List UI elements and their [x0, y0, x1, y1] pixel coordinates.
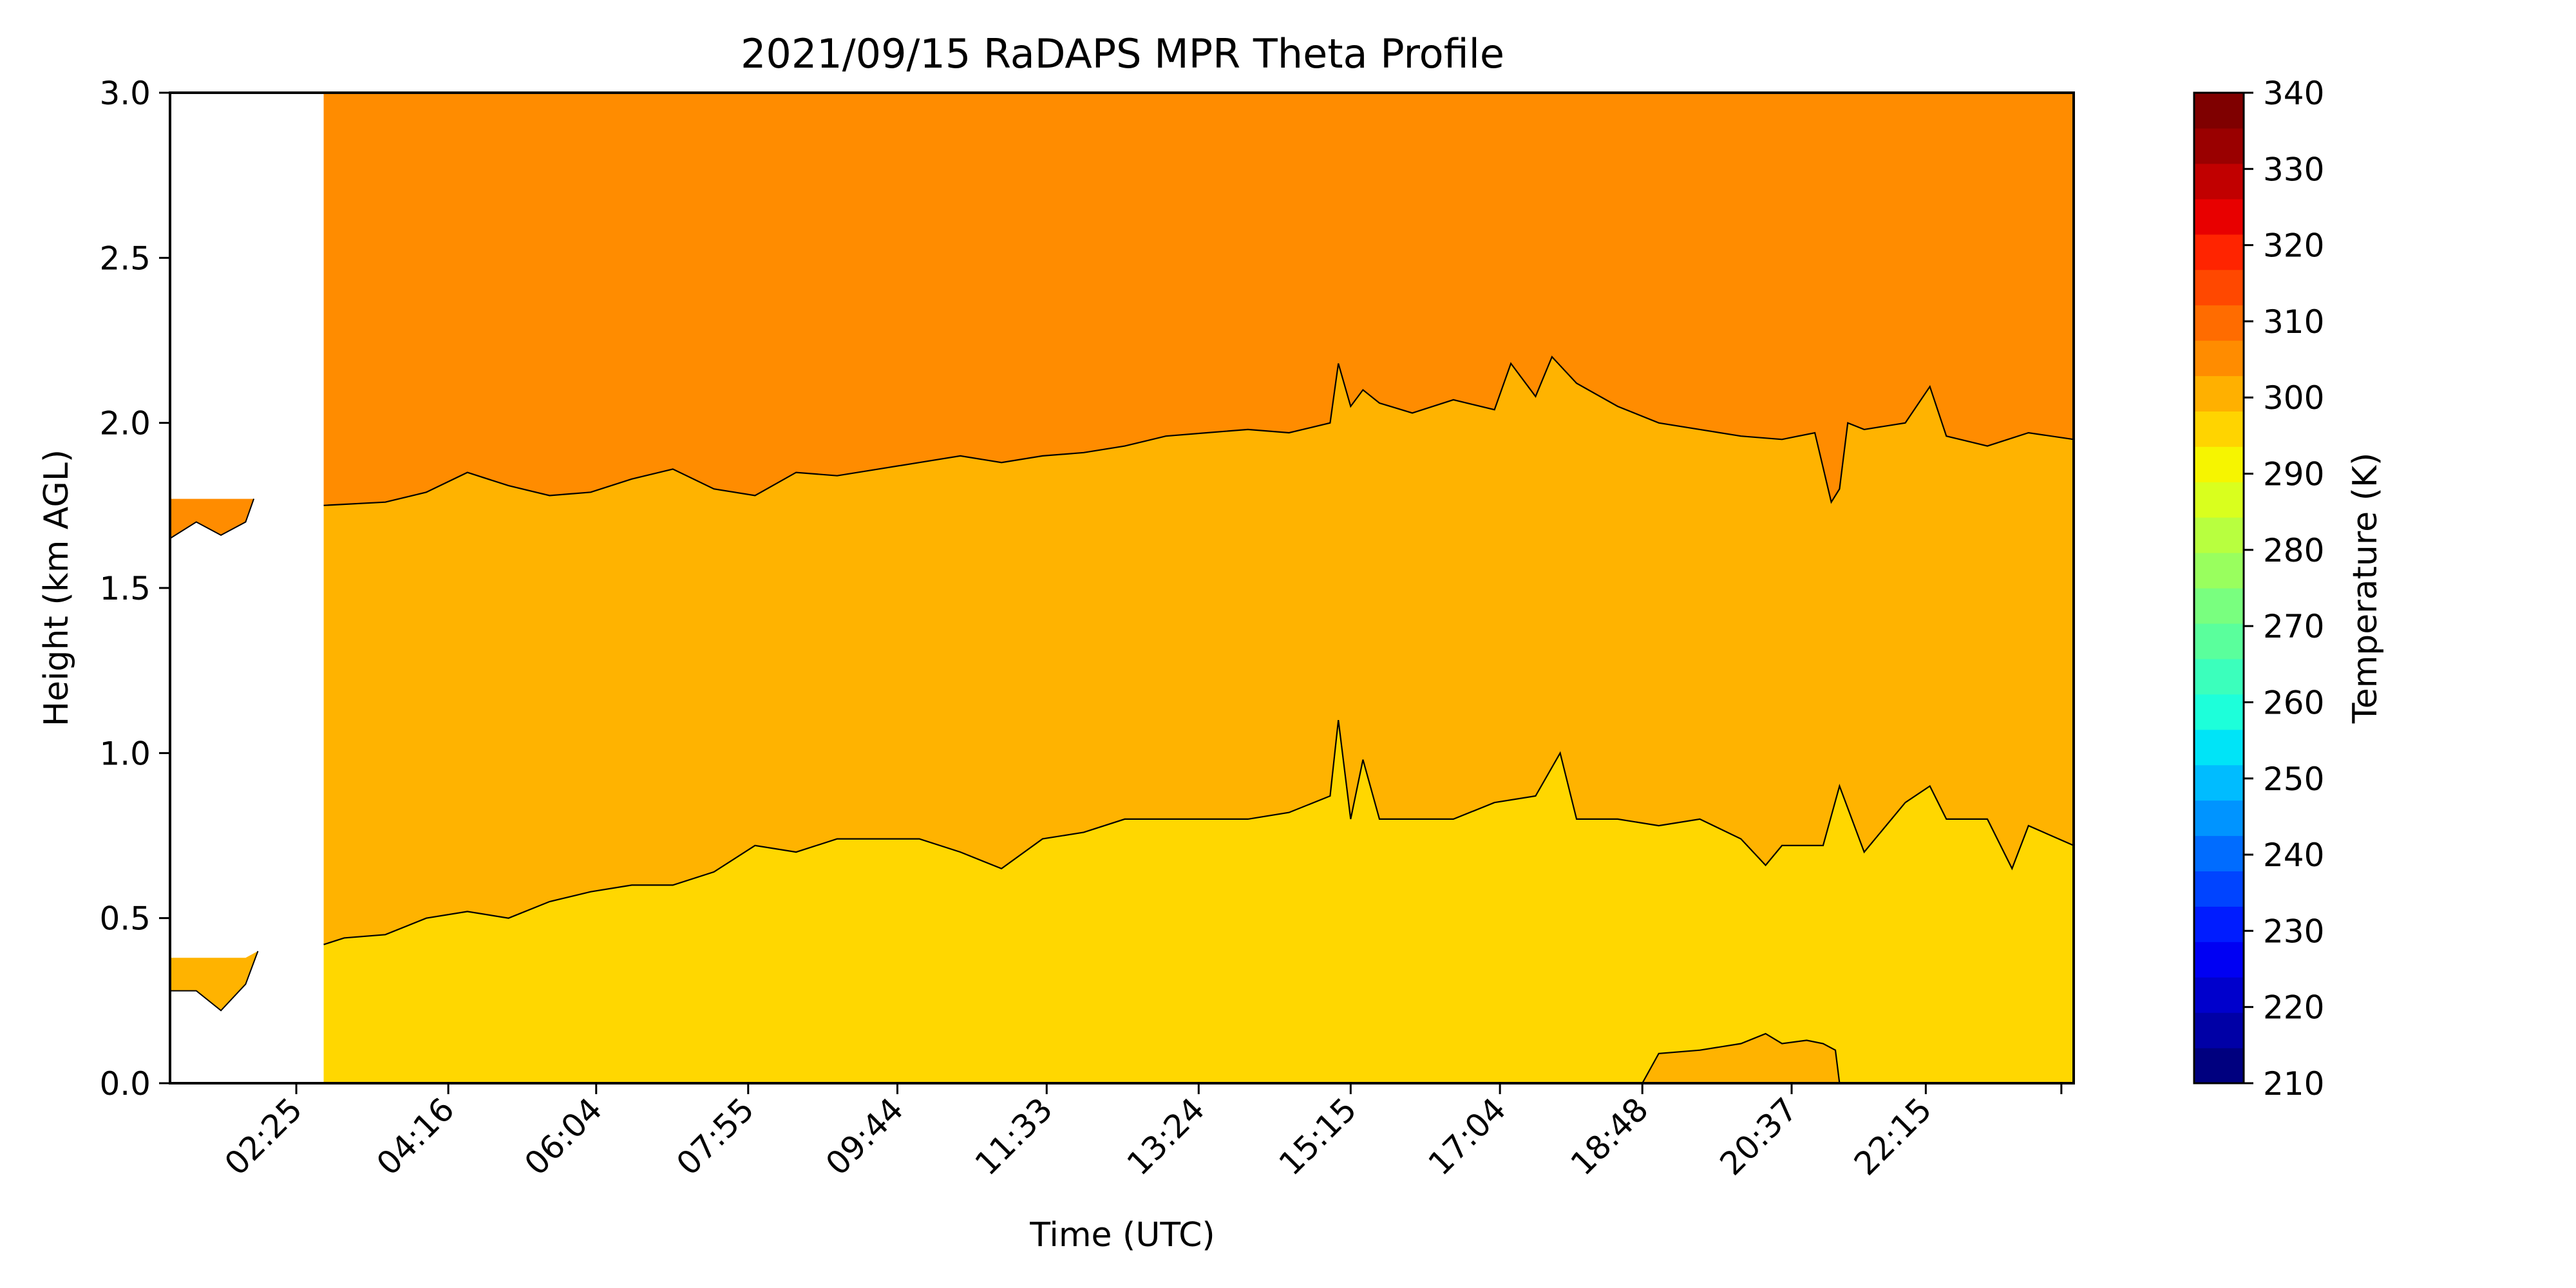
- contour-line-305K: [323, 355, 2074, 506]
- chart-title: 2021/09/15 RaDAPS MPR Theta Profile: [741, 30, 1504, 77]
- colorbar-segment: [2194, 93, 2244, 129]
- colorbar-segment: [2194, 375, 2244, 412]
- colorbar-tick-label: 270: [2263, 608, 2324, 645]
- colorbar-segment: [2194, 163, 2244, 200]
- colorbar-segment: [2194, 942, 2244, 978]
- band-305-310K: [323, 93, 2074, 506]
- colorbar-tick-label: 340: [2263, 75, 2324, 112]
- colorbar-segment: [2194, 764, 2244, 801]
- colorbar-segment: [2194, 482, 2244, 518]
- colorbar-tick-label: 320: [2263, 227, 2324, 265]
- colorbar-segment: [2194, 1012, 2244, 1048]
- band-295-300K: [323, 720, 2074, 1083]
- colorbar-tick-label: 280: [2263, 532, 2324, 569]
- x-axis-label: Time (UTC): [1029, 1216, 1215, 1255]
- pre-gap-contour-1: [170, 951, 259, 1012]
- colorbar-segment: [2194, 446, 2244, 482]
- colorbar-segment: [2194, 835, 2244, 872]
- colorbar-tick-label: 290: [2263, 456, 2324, 493]
- colorbar-segment: [2194, 729, 2244, 766]
- y-tick-label: 2.5: [99, 240, 151, 277]
- colorbar-segment: [2194, 977, 2244, 1013]
- y-axis-label: Height (km AGL): [37, 450, 76, 726]
- pre-gap-patch-1: [170, 951, 258, 1011]
- y-tick-label: 1.5: [99, 570, 151, 607]
- colorbar-segment: [2194, 553, 2244, 589]
- colorbar-segment: [2194, 871, 2244, 907]
- colorbar-segment: [2194, 623, 2244, 659]
- y-axis-ticks: 0.0 0.5 1.0 1.5 2.0 2.5 3.0: [99, 75, 170, 1103]
- colorbar-tick-label: 210: [2263, 1065, 2324, 1103]
- colorbar-segment: [2194, 800, 2244, 837]
- band-300-305K: [323, 357, 2074, 945]
- y-tick-label: 2.0: [99, 405, 151, 442]
- colorbar-tick-label: 250: [2263, 761, 2324, 798]
- y-tick-label: 3.0: [99, 75, 151, 112]
- y-tick-label: 0.0: [99, 1065, 151, 1103]
- colorbar-segment: [2194, 198, 2244, 235]
- colorbar-label: Temperature (K): [2346, 453, 2385, 724]
- colorbar-tick-label: 310: [2263, 303, 2324, 341]
- contour-line-300K-surface: [1642, 1032, 1841, 1084]
- colorbar-segment: [2194, 658, 2244, 695]
- colorbar-segment: [2194, 906, 2244, 942]
- colorbar-segment: [2194, 340, 2244, 377]
- y-tick-label: 1.0: [99, 735, 151, 772]
- colorbar-segment: [2194, 1048, 2244, 1084]
- colorbar: [2194, 93, 2244, 1084]
- colorbar-tick-label: 260: [2263, 684, 2324, 721]
- colorbar-segment: [2194, 694, 2244, 730]
- contour-line-300K: [323, 719, 2074, 945]
- colorbar-segment: [2194, 234, 2244, 270]
- colorbar-segment: [2194, 269, 2244, 306]
- colorbar-tick-label: 230: [2263, 913, 2324, 950]
- plot-area: [170, 93, 2074, 1083]
- colorbar-segment: [2194, 305, 2244, 341]
- colorbar-segment: [2194, 411, 2244, 447]
- colorbar-tick-label: 300: [2263, 379, 2324, 417]
- colorbar-segment: [2194, 517, 2244, 553]
- contour-lines: [169, 355, 2074, 1084]
- pre-gap-contour-0: [169, 498, 255, 539]
- colorbar-segment: [2194, 588, 2244, 624]
- colorbar-tick-label: 220: [2263, 989, 2324, 1027]
- colorbar-frame: [2193, 91, 2245, 1084]
- colorbar-tick-label: 240: [2263, 837, 2324, 874]
- colorbar-segment: [2194, 128, 2244, 164]
- band-300-305K-surface-patch: [1642, 1034, 1840, 1083]
- colorbar-ticks: 210 220 230 240 250 260 270 280 290 300 310 320 330 3…: [2244, 75, 2324, 1103]
- y-tick-label: 0.5: [99, 900, 151, 938]
- colorbar-tick-label: 330: [2263, 151, 2324, 188]
